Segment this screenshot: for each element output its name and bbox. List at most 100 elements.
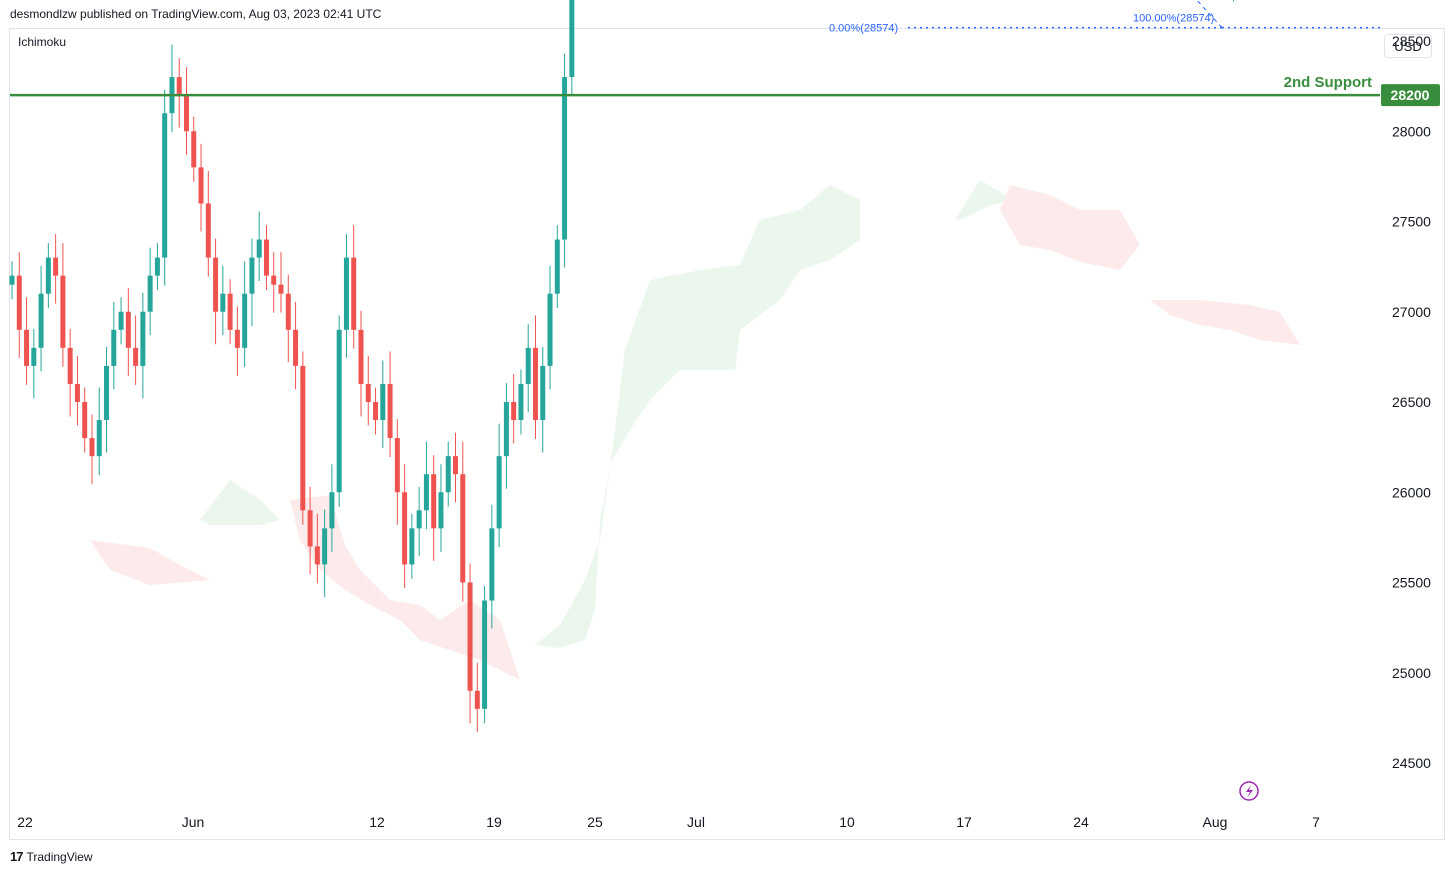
candle-body (394, 438, 400, 493)
x-tick-label: 25 (587, 814, 603, 830)
candle-body (358, 329, 364, 384)
chart-frame (9, 28, 1445, 840)
cloud-area (290, 495, 520, 680)
candle-body (300, 365, 306, 511)
candle-body (16, 275, 22, 330)
candle-body (322, 528, 328, 565)
candle-body (511, 402, 517, 421)
currency-button[interactable]: USD (1384, 34, 1432, 58)
candle-body (503, 402, 509, 457)
candle-body (387, 383, 393, 439)
candle-body (423, 474, 429, 511)
price-tag-bg (1381, 84, 1440, 107)
candle-body (104, 365, 110, 421)
candle-body (82, 402, 88, 439)
candle-body (518, 383, 524, 421)
candle-body (409, 528, 415, 565)
candle-body (38, 293, 44, 348)
candle-body (532, 347, 538, 421)
y-tick-label: 28000 (1392, 123, 1431, 139)
footer: 17 TradingView (10, 849, 93, 864)
cloud-area (1150, 300, 1300, 345)
candle-body (45, 257, 51, 294)
candle-body (67, 347, 73, 384)
candle-body (191, 131, 197, 168)
x-tick-label: 7 (1312, 814, 1320, 830)
candle-body (162, 113, 168, 258)
price-tag: 28200 (1381, 84, 1440, 107)
candle-body (24, 329, 30, 366)
x-tick-label: 24 (1073, 814, 1089, 830)
ichimoku-cloud (90, 180, 1300, 680)
cloud-area (955, 180, 1015, 220)
x-tick-label: 22 (17, 814, 33, 830)
candle-body (460, 474, 466, 583)
candle-body (474, 690, 480, 709)
candle-body (133, 347, 139, 366)
time-axis: 22 Jun 12 19 25 Jul 10 17 24 Aug 7 (17, 814, 1320, 830)
y-tick-label: 25500 (1392, 575, 1431, 591)
x-tick-label: 12 (369, 814, 385, 830)
candle-body (329, 492, 335, 529)
candle-body (220, 293, 226, 312)
candle-body (96, 420, 102, 457)
candle-body (307, 510, 313, 547)
candle-body (183, 95, 189, 132)
y-tick-label: 26000 (1392, 484, 1431, 500)
candle-body (293, 329, 299, 366)
candle-body (453, 456, 459, 475)
candle-body (285, 293, 291, 330)
price-axis: 24500 25000 25500 26000 26500 27000 27500 28000… (1392, 33, 1431, 771)
candle-body (278, 284, 284, 294)
candle-body (154, 257, 160, 276)
indicator-label[interactable]: Ichimoku (18, 35, 67, 49)
candle-body (445, 456, 451, 493)
candle-body (9, 275, 15, 285)
candle-body (256, 239, 262, 258)
candle-body (89, 438, 95, 457)
candle-body (125, 311, 131, 348)
candle-body (438, 492, 444, 529)
candle-body (242, 293, 248, 348)
candle-body (569, 0, 575, 78)
y-tick-label: 25000 (1392, 665, 1431, 681)
candle-body (111, 329, 117, 366)
x-tick-label: Jul (687, 814, 705, 830)
candle-body (31, 347, 37, 366)
candle-body (416, 510, 422, 529)
candle-body (227, 293, 233, 330)
y-tick-label: 24500 (1392, 755, 1431, 771)
candle-body (554, 239, 560, 294)
candle-body (74, 383, 80, 402)
brand-name: TradingView (26, 849, 93, 864)
candle-body (234, 329, 240, 348)
candle-body (489, 528, 495, 601)
lightning-icon[interactable] (1239, 781, 1259, 801)
candle-body (467, 582, 473, 691)
candle-body (351, 257, 357, 330)
candle-body (271, 275, 277, 285)
candle-body (53, 257, 59, 276)
candle-body (343, 257, 349, 330)
tradingview-logo-icon: 17 (10, 849, 24, 864)
cloud-area (90, 540, 210, 585)
candles (9, 0, 1234, 733)
candle-body (263, 239, 269, 276)
candle-body (547, 293, 553, 366)
candle-body (373, 402, 379, 421)
candle-body (140, 311, 146, 366)
candle-body (365, 383, 371, 402)
fib-label: 100.00%(28574) (1133, 13, 1214, 25)
candle-body (249, 257, 255, 294)
candle-body (147, 275, 153, 312)
x-tick-label: Aug (1203, 814, 1228, 830)
candle-body (205, 203, 211, 258)
candle-body (60, 275, 66, 348)
support-resistance-levels: 2nd Resistance303331st Resistance295671s… (10, 74, 1440, 107)
fibonacci-levels: 100.00%(31828)0.00%(30201)0.00%(30025)78… (829, 0, 1380, 35)
candle-body (540, 365, 546, 421)
price-tag-label: 28200 (1391, 87, 1430, 103)
y-tick-label: 27000 (1392, 304, 1431, 320)
candle-body (380, 383, 386, 421)
